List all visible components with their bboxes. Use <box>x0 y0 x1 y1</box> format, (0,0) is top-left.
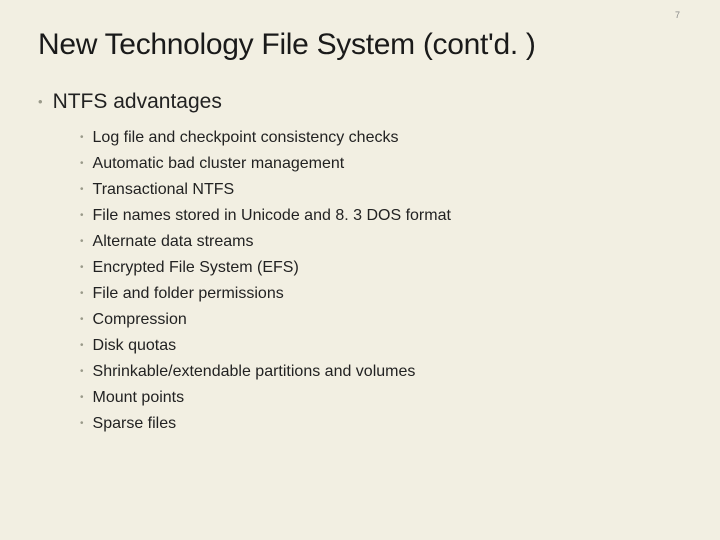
list-item: • Alternate data streams <box>80 232 682 252</box>
sub-bullets-container: • Log file and checkpoint consistency ch… <box>80 128 682 434</box>
list-item-text: File names stored in Unicode and 8. 3 DO… <box>93 206 451 226</box>
list-item: • Mount points <box>80 388 682 408</box>
list-item-text: Transactional NTFS <box>93 180 235 200</box>
list-item: • Transactional NTFS <box>80 180 682 200</box>
list-item: • Log file and checkpoint consistency ch… <box>80 128 682 148</box>
list-item: • Sparse files <box>80 414 682 434</box>
list-item-text: File and folder permissions <box>93 284 284 304</box>
list-item-text: Shrinkable/extendable partitions and vol… <box>93 362 416 382</box>
list-item-text: Disk quotas <box>93 336 177 356</box>
list-item-text: Alternate data streams <box>93 232 254 252</box>
bullet-level2-icon: • <box>80 362 84 382</box>
list-item-text: Encrypted File System (EFS) <box>93 258 299 278</box>
bullet-level2-icon: • <box>80 310 84 330</box>
list-item: • Disk quotas <box>80 336 682 356</box>
list-item: • Automatic bad cluster management <box>80 154 682 174</box>
list-item-text: Log file and checkpoint consistency chec… <box>93 128 399 148</box>
bullet-level2-icon: • <box>80 206 84 226</box>
list-item-text: Sparse files <box>93 414 177 434</box>
list-item: • File and folder permissions <box>80 284 682 304</box>
list-item: • Encrypted File System (EFS) <box>80 258 682 278</box>
bullet-level1-icon: • <box>38 90 43 114</box>
bullet-level2-icon: • <box>80 414 84 434</box>
list-item: • Compression <box>80 310 682 330</box>
bullet-level2-icon: • <box>80 258 84 278</box>
bullet-level2-icon: • <box>80 232 84 252</box>
bullet-level2-icon: • <box>80 154 84 174</box>
bullet-level2-icon: • <box>80 388 84 408</box>
list-item-text: Compression <box>93 310 187 330</box>
list-item: • File names stored in Unicode and 8. 3 … <box>80 206 682 226</box>
slide-title: New Technology File System (cont'd. ) <box>38 28 682 62</box>
list-item-text: Mount points <box>93 388 185 408</box>
bullet-level2-icon: • <box>80 128 84 148</box>
list-item: • Shrinkable/extendable partitions and v… <box>80 362 682 382</box>
slide-number: 7 <box>675 10 680 20</box>
main-topic-row: • NTFS advantages <box>38 90 682 114</box>
list-item-text: Automatic bad cluster management <box>93 154 345 174</box>
bullet-level2-icon: • <box>80 336 84 356</box>
main-topic-text: NTFS advantages <box>53 90 222 114</box>
bullet-level2-icon: • <box>80 284 84 304</box>
bullet-level2-icon: • <box>80 180 84 200</box>
